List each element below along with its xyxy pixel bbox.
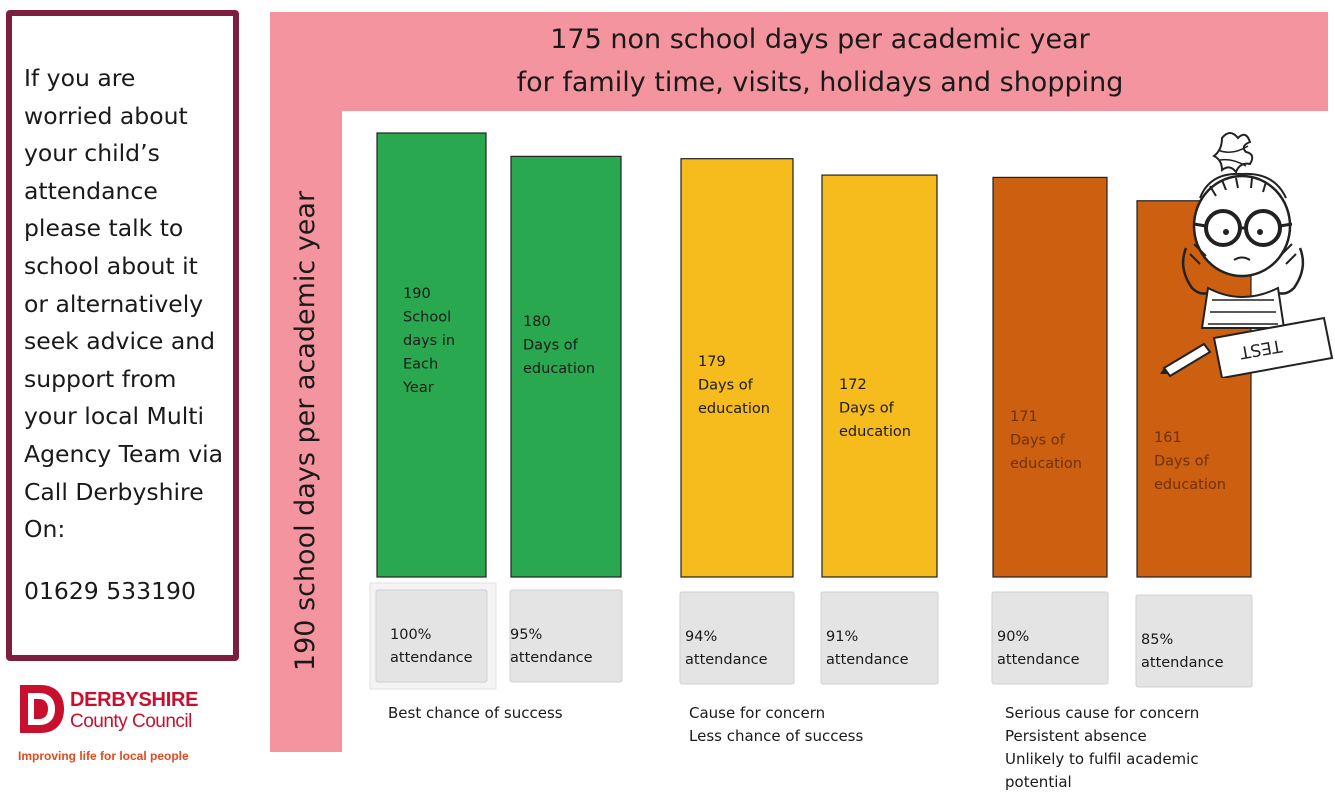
bar-label-5-1: Days of: [1154, 454, 1210, 470]
category-label-4-0: 90%: [997, 629, 1029, 645]
category-box-4: [991, 591, 1109, 685]
group-note-success: Best chance of success: [388, 704, 563, 722]
bar-label-4-0: 171: [1010, 409, 1038, 425]
category-label-5-0: 85%: [1141, 632, 1173, 648]
bar-label-4-2: education: [1010, 456, 1082, 472]
group-note-serious: Serious cause for concern Persistent abs…: [1005, 704, 1200, 791]
bar-label-2-0: 179: [698, 354, 726, 370]
phone-number[interactable]: 01629 533190: [24, 576, 196, 605]
bar-label-0-2: days in: [403, 333, 455, 349]
bar-label-5-2: education: [1154, 477, 1226, 493]
bar-label-4-1: Days of: [1010, 433, 1066, 449]
bar-2: [680, 158, 794, 578]
bar-label-1-0: 180: [523, 314, 551, 330]
bar-3: [821, 174, 938, 578]
bar-1: [510, 155, 622, 578]
top-title: 175 non school days per academic year fo…: [516, 24, 1124, 98]
bar-label-0-1: School: [403, 310, 451, 326]
category-box-3: [820, 591, 939, 685]
bar-label-0-0: 190: [403, 286, 431, 302]
logo-name: DERBYSHIRE: [70, 689, 199, 711]
group-note-concern: Cause for concern Less chance of success: [689, 704, 864, 745]
category-box-1: [509, 589, 623, 683]
side-band: [270, 111, 342, 752]
category-label-2-1: attendance: [685, 652, 768, 668]
category-box-2: [679, 591, 795, 685]
bar-label-0-3: Each: [403, 357, 438, 373]
bar-label-0-4: Year: [402, 380, 434, 396]
bar-4: [992, 176, 1108, 578]
logo-subname: County Council: [70, 711, 192, 732]
category-label-1-0: 95%: [510, 627, 542, 643]
bar-label-2-1: Days of: [698, 378, 754, 394]
category-label-3-1: attendance: [826, 652, 909, 668]
category-label-4-1: attendance: [997, 652, 1080, 668]
category-label-1-1: attendance: [510, 650, 593, 666]
info-panel: If you are worried about your child’s at…: [6, 10, 239, 661]
bar-0: [376, 132, 487, 578]
bar-label-1-1: Days of: [523, 338, 579, 354]
bar-label-3-0: 172: [839, 377, 867, 393]
bar-label-3-1: Days of: [839, 401, 895, 417]
derbyshire-logo: DERBYSHIRE County Council Improving life…: [18, 683, 233, 768]
worried-student-icon: TEST: [1160, 132, 1334, 378]
info-text: If you are worried about your child’s at…: [24, 64, 224, 544]
bar-label-1-2: education: [523, 361, 595, 377]
category-box-5: [1135, 594, 1253, 688]
category-label-2-0: 94%: [685, 629, 717, 645]
header-band: [270, 12, 1328, 111]
logo-d-icon: [20, 685, 64, 733]
category-label-0-0: 100%: [390, 627, 431, 643]
bar-label-2-2: education: [698, 401, 770, 417]
category-box-0: [375, 589, 488, 683]
logo-tagline: Improving life for local people: [18, 749, 189, 763]
bar-label-5-0: 161: [1154, 430, 1182, 446]
category-label-5-1: attendance: [1141, 655, 1224, 671]
category-label-0-1: attendance: [390, 650, 473, 666]
category-label-3-0: 91%: [826, 629, 858, 645]
bar-label-3-2: education: [839, 424, 911, 440]
